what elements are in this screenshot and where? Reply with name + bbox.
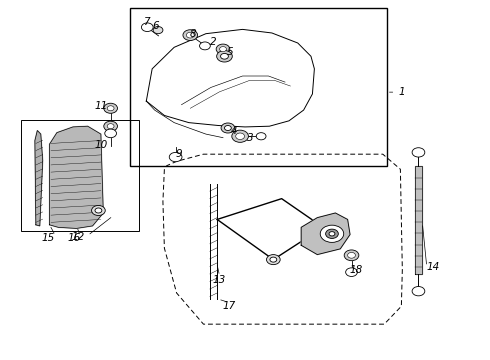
- Circle shape: [104, 103, 118, 113]
- Circle shape: [329, 231, 335, 236]
- Polygon shape: [301, 213, 350, 255]
- Circle shape: [320, 225, 343, 242]
- Circle shape: [220, 46, 226, 51]
- Circle shape: [142, 23, 153, 32]
- Text: 16: 16: [67, 233, 81, 243]
- Circle shape: [216, 44, 230, 54]
- Circle shape: [153, 27, 163, 34]
- Polygon shape: [49, 126, 103, 228]
- Text: 6: 6: [153, 21, 159, 31]
- Circle shape: [236, 133, 245, 139]
- Text: 14: 14: [426, 262, 440, 272]
- Polygon shape: [35, 131, 43, 226]
- Circle shape: [412, 287, 425, 296]
- Text: 10: 10: [94, 140, 107, 150]
- Text: 5: 5: [227, 46, 234, 57]
- Circle shape: [347, 252, 355, 258]
- Text: 17: 17: [223, 301, 236, 311]
- Circle shape: [270, 257, 277, 262]
- Circle shape: [256, 133, 266, 140]
- Circle shape: [199, 42, 210, 50]
- Circle shape: [107, 106, 114, 111]
- Text: 2: 2: [210, 37, 217, 47]
- Circle shape: [95, 208, 102, 213]
- Text: 12: 12: [71, 232, 84, 242]
- Circle shape: [412, 148, 425, 157]
- Polygon shape: [415, 166, 422, 274]
- Text: 4: 4: [231, 126, 238, 135]
- Text: 11: 11: [94, 102, 107, 112]
- Circle shape: [105, 129, 117, 138]
- Text: 3: 3: [246, 133, 253, 143]
- Circle shape: [267, 255, 280, 265]
- Bar: [130, 8, 387, 166]
- Text: 18: 18: [350, 265, 363, 275]
- Circle shape: [169, 152, 182, 162]
- Circle shape: [344, 250, 359, 261]
- Text: 13: 13: [213, 275, 226, 285]
- Circle shape: [345, 268, 357, 276]
- Circle shape: [326, 229, 338, 238]
- Text: 9: 9: [176, 149, 182, 159]
- Circle shape: [217, 50, 232, 62]
- Circle shape: [186, 32, 194, 38]
- Circle shape: [104, 121, 118, 131]
- Text: 7: 7: [143, 17, 149, 27]
- Bar: [21, 121, 140, 231]
- Circle shape: [107, 124, 114, 129]
- Circle shape: [232, 130, 248, 142]
- Circle shape: [220, 53, 228, 59]
- Circle shape: [221, 123, 235, 133]
- Circle shape: [183, 30, 197, 41]
- Text: 8: 8: [190, 29, 196, 39]
- Text: 15: 15: [42, 233, 55, 243]
- Text: 1: 1: [398, 87, 405, 97]
- Circle shape: [224, 126, 231, 131]
- Circle shape: [92, 206, 105, 216]
